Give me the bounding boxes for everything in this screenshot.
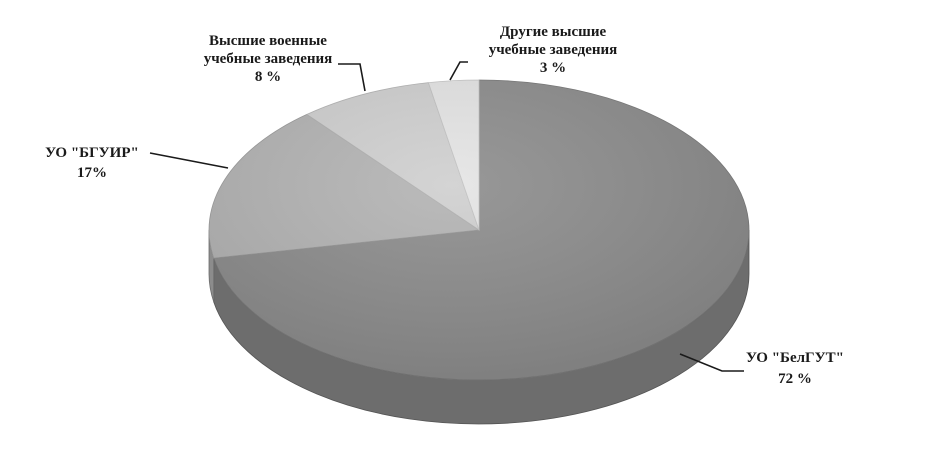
label-other-line1: Другие высшие xyxy=(500,24,607,40)
label-military-line1: Высшие военные xyxy=(209,33,327,49)
leader-line-bguir xyxy=(149,152,229,169)
leader-line-belgut xyxy=(679,353,744,372)
label-bguir-name: УО "БГУИР" xyxy=(45,145,139,161)
label-military-line2: учебные заведения xyxy=(204,51,333,67)
label-belgut-name: УО "БелГУТ" xyxy=(746,350,844,366)
leader-line-military xyxy=(338,63,366,92)
pie-slices xyxy=(208,79,750,425)
label-other-value: 3 % xyxy=(540,60,566,76)
label-belgut-value: 72 % xyxy=(778,371,812,387)
label-bguir-value: 17% xyxy=(77,165,107,181)
leader-line-other xyxy=(449,61,468,81)
label-military-value: 8 % xyxy=(255,69,281,85)
label-other-line2: учебные заведения xyxy=(489,42,618,58)
